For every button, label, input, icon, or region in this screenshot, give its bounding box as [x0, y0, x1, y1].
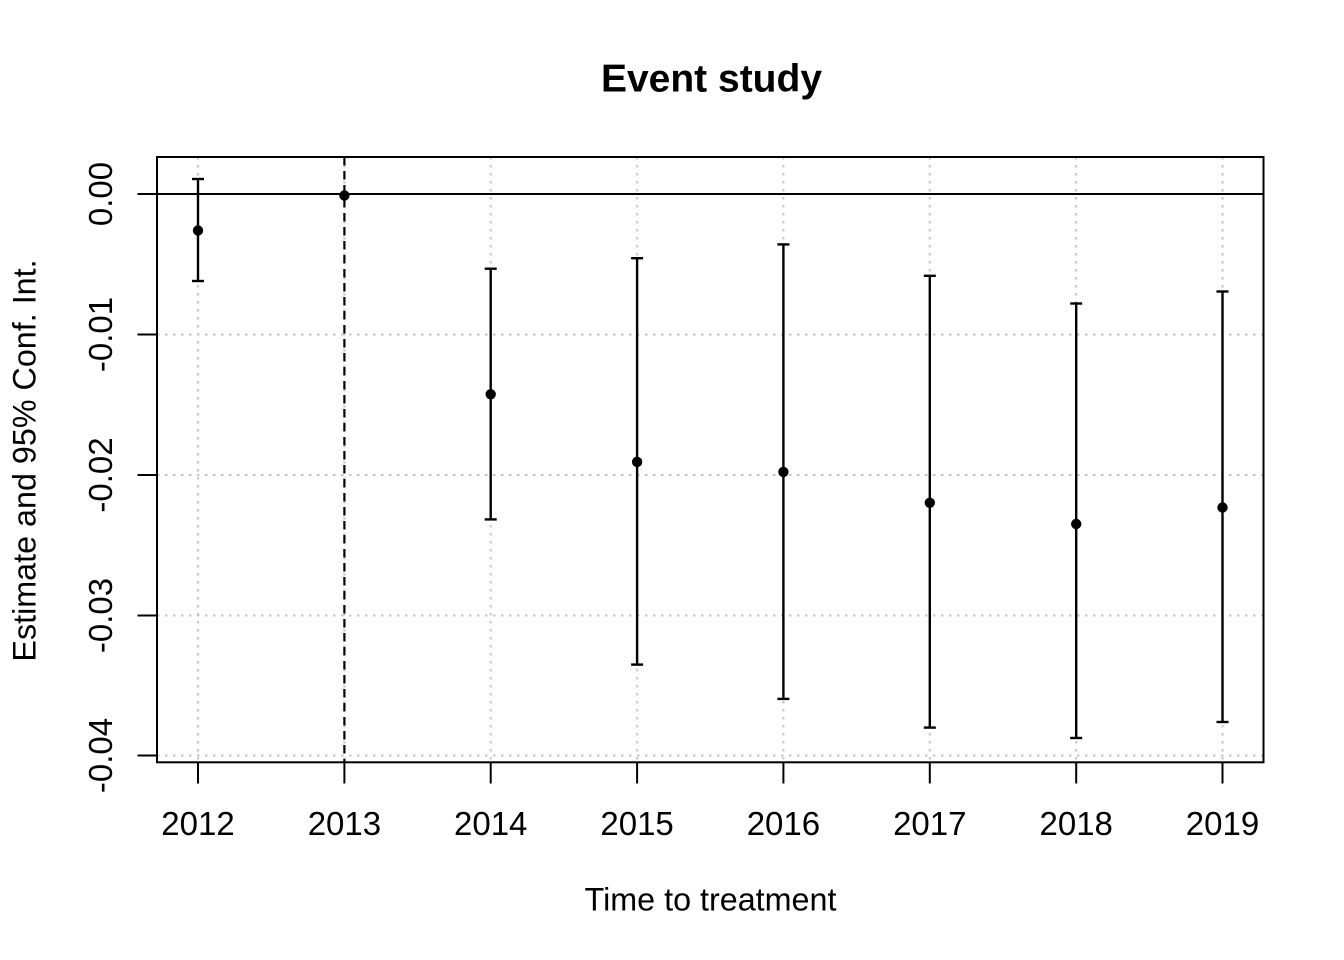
svg-text:-0.02: -0.02 [82, 437, 119, 512]
svg-text:2014: 2014 [454, 805, 527, 842]
svg-text:2019: 2019 [1186, 805, 1259, 842]
svg-text:2018: 2018 [1039, 805, 1112, 842]
svg-text:2017: 2017 [893, 805, 966, 842]
svg-text:-0.01: -0.01 [82, 297, 119, 372]
svg-text:0.00: 0.00 [82, 162, 119, 226]
svg-text:-0.03: -0.03 [82, 578, 119, 653]
svg-text:Time to treatment: Time to treatment [585, 882, 837, 918]
svg-text:2016: 2016 [747, 805, 820, 842]
svg-text:2012: 2012 [161, 805, 234, 842]
svg-text:-0.04: -0.04 [82, 718, 119, 793]
svg-text:Estimate and 95% Conf. Int.: Estimate and 95% Conf. Int. [7, 259, 43, 661]
svg-text:Event study: Event study [601, 58, 822, 101]
svg-text:2013: 2013 [308, 805, 381, 842]
svg-text:2015: 2015 [600, 805, 673, 842]
